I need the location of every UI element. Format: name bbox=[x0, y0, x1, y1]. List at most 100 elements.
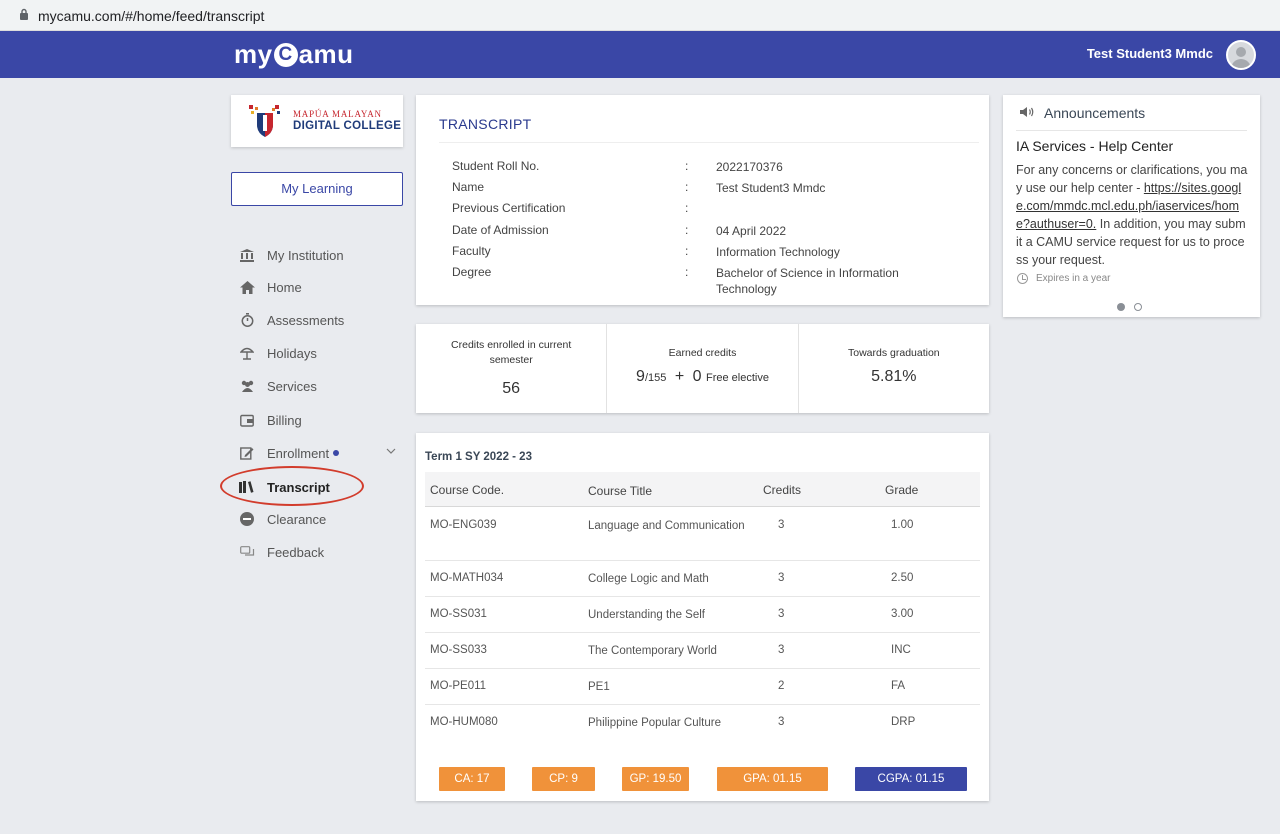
field-label: Degree bbox=[452, 265, 492, 279]
course-credits: 2 bbox=[778, 680, 785, 692]
grade-summary-badges: CA: 17 CP: 9 GP: 19.50 GPA: 01.15 CGPA: … bbox=[416, 767, 989, 791]
carousel-dot[interactable] bbox=[1134, 303, 1142, 311]
course-title: PE1 bbox=[588, 681, 610, 693]
field-separator: : bbox=[685, 180, 689, 194]
field-value: 2022170376 bbox=[716, 160, 783, 174]
users-icon bbox=[238, 378, 256, 394]
announcement-text: For any concerns or clarifications, you … bbox=[1016, 163, 1248, 195]
clock-icon bbox=[1017, 273, 1028, 284]
sidebar-item-label: Holidays bbox=[267, 345, 317, 361]
sidebar-item-label: Billing bbox=[267, 412, 302, 428]
logo-suffix: amu bbox=[298, 39, 354, 69]
course-grade: INC bbox=[891, 644, 911, 656]
edit-icon bbox=[238, 445, 256, 461]
field-separator: : bbox=[685, 244, 689, 258]
badge-cp: CP: 9 bbox=[532, 767, 595, 791]
sidebar-item-label: Home bbox=[267, 279, 302, 295]
course-grade: 1.00 bbox=[891, 519, 914, 531]
field-value: Test Student3 Mmdc bbox=[716, 181, 826, 195]
course-credits: 3 bbox=[778, 608, 785, 620]
badge-gpa: GPA: 01.15 bbox=[717, 767, 828, 791]
stat-label: Earned credits bbox=[668, 347, 737, 359]
course-credits: 3 bbox=[778, 519, 785, 531]
my-learning-button[interactable]: My Learning bbox=[231, 172, 403, 206]
course-title: Understanding the Self bbox=[588, 609, 705, 621]
earned-value: 9 bbox=[636, 368, 645, 385]
announcements-title: Announcements bbox=[1044, 105, 1146, 121]
announcements-header: Announcements bbox=[1020, 105, 1145, 121]
help-center-link[interactable]: https://sites.google.com/mmdc.mcl.edu.ph… bbox=[1016, 181, 1242, 231]
table-row: MO-MATH034 College Logic and Math 3 2.50 bbox=[425, 561, 980, 597]
course-title: The Contemporary World bbox=[588, 645, 717, 657]
field-value: 04 April 2022 bbox=[716, 224, 787, 238]
college-name-line2: DIGITAL COLLEGE bbox=[293, 120, 402, 132]
highlight-circle bbox=[220, 466, 364, 506]
stat-value: 5.81% bbox=[871, 368, 917, 385]
table-row: MO-ENG039 Language and Communication 3 1… bbox=[425, 508, 980, 561]
notification-dot bbox=[333, 450, 340, 456]
field-separator: : bbox=[685, 159, 689, 173]
expiry-text: Expires in a year bbox=[1036, 273, 1111, 284]
field-separator: : bbox=[685, 201, 689, 215]
home-icon bbox=[238, 279, 256, 295]
table-row: MO-HUM080 Philippine Popular Culture 3 D… bbox=[425, 705, 980, 741]
chevron-down-icon[interactable] bbox=[386, 445, 396, 457]
table-row: MO-PE011 PE1 2 FA bbox=[425, 669, 980, 705]
carousel-dot-active[interactable] bbox=[1117, 303, 1125, 311]
stat-value: 56 bbox=[502, 380, 521, 397]
user-name[interactable]: Test Student3 Mmdc bbox=[1086, 46, 1213, 61]
sidebar-item-label: My Institution bbox=[267, 247, 344, 263]
field-value: Bachelor of Science in Information Techn… bbox=[716, 266, 899, 296]
field-separator: : bbox=[685, 265, 689, 279]
course-title: Philippine Popular Culture bbox=[588, 717, 721, 729]
stat-credits-enrolled: Credits enrolled in current semester 56 bbox=[416, 324, 608, 413]
sidebar-item-home[interactable]: Home bbox=[238, 273, 408, 301]
sidebar-item-label: Clearance bbox=[267, 511, 327, 527]
sidebar-item-assessments[interactable]: Assessments bbox=[238, 306, 408, 334]
column-header-credits: Credits bbox=[763, 483, 802, 497]
url-text: mycamu.com/#/home/feed/transcript bbox=[38, 7, 265, 24]
carousel-dots bbox=[1117, 303, 1151, 311]
field-label: Previous Certification bbox=[452, 201, 566, 215]
minus-circle-icon bbox=[238, 511, 256, 527]
course-credits: 3 bbox=[778, 716, 785, 728]
college-name-line1: MAPÚA MALAYAN bbox=[293, 109, 382, 119]
college-seal-icon bbox=[249, 105, 280, 137]
field-separator: : bbox=[685, 223, 689, 237]
sidebar-item-holidays[interactable]: Holidays bbox=[238, 339, 408, 367]
badge-gp: GP: 19.50 bbox=[622, 767, 689, 791]
column-header-course-code: Course Code. bbox=[430, 483, 505, 497]
stat-towards-graduation: Towards graduation 5.81% bbox=[799, 324, 989, 413]
transcript-info-card: TRANSCRIPT Student Roll No. : 2022170376… bbox=[416, 95, 989, 305]
course-code: MO-MATH034 bbox=[430, 572, 504, 584]
announcement-body: For any concerns or clarifications, you … bbox=[1016, 161, 1248, 269]
credits-stats-card: Credits enrolled in current semester 56 … bbox=[416, 324, 989, 413]
earned-credits-value-line: 9/155 + 0 Free elective bbox=[607, 368, 797, 386]
beach-umbrella-icon bbox=[238, 345, 256, 361]
sidebar-item-services[interactable]: Services bbox=[238, 372, 408, 400]
stat-label: Credits enrolled in current semester bbox=[451, 339, 572, 366]
sidebar-item-billing[interactable]: Billing bbox=[238, 406, 408, 434]
sidebar-item-my-institution[interactable]: My Institution bbox=[238, 241, 408, 269]
course-credits: 3 bbox=[778, 572, 785, 584]
lock-icon bbox=[14, 8, 34, 23]
course-grade: FA bbox=[891, 680, 906, 692]
url-field[interactable]: mycamu.com/#/home/feed/transcript bbox=[6, 3, 1278, 28]
avatar[interactable] bbox=[1226, 40, 1256, 70]
plus-sign: + bbox=[674, 368, 685, 385]
field-value: Information Technology bbox=[716, 245, 840, 259]
term-title: Term 1 SY 2022 - 23 bbox=[425, 451, 532, 463]
badge-cgpa: CGPA: 01.15 bbox=[855, 767, 967, 791]
sidebar-item-clearance[interactable]: Clearance bbox=[238, 505, 408, 533]
field-label: Date of Admission bbox=[452, 223, 549, 237]
browser-url-bar[interactable]: mycamu.com/#/home/feed/transcript bbox=[0, 0, 1280, 31]
stat-label: Towards graduation bbox=[848, 347, 940, 359]
elective-value: 0 bbox=[692, 368, 702, 385]
sidebar-item-feedback[interactable]: Feedback bbox=[238, 538, 408, 566]
sidebar-item-enrollment[interactable]: Enrollment bbox=[238, 439, 408, 467]
wallet-icon bbox=[238, 412, 256, 428]
badge-ca: CA: 17 bbox=[439, 767, 505, 791]
course-credits: 3 bbox=[778, 644, 785, 656]
